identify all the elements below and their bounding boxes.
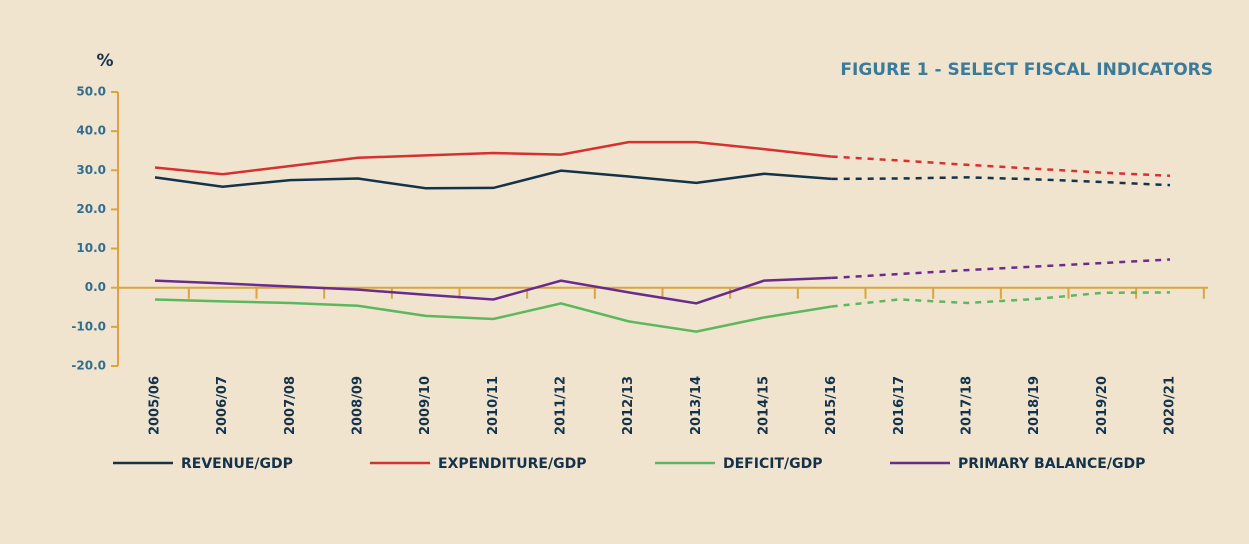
projection-line	[831, 155, 1171, 178]
x-tick-label: 2007/08	[283, 376, 298, 435]
x-tick-label: 2014/15	[757, 376, 772, 435]
x-tick-label: 2018/19	[1027, 376, 1042, 435]
x-tick-label: 2013/14	[689, 376, 704, 435]
projection-line	[831, 258, 1171, 280]
legend-label: PRIMARY BALANCE/GDP	[958, 456, 1145, 472]
y-axis-label: %	[96, 51, 113, 71]
x-tick-label: 2010/11	[486, 376, 501, 435]
series-line	[154, 140, 832, 176]
y-tick-label: -10.0	[71, 319, 106, 333]
projection-line	[831, 291, 1171, 308]
legend-label: EXPENDITURE/GDP	[438, 456, 586, 472]
series-line	[154, 276, 832, 305]
x-tick-label: 2006/07	[215, 376, 230, 435]
x-tick-label: 2017/18	[960, 376, 975, 435]
y-tick-label: 40.0	[76, 124, 106, 138]
series-line	[154, 298, 832, 333]
series-line	[154, 169, 832, 190]
x-tick-label: 2016/17	[892, 376, 907, 435]
x-tick-label: 2015/16	[824, 376, 839, 435]
x-tick-label: 2005/06	[148, 376, 163, 435]
x-tick-label: 2012/13	[621, 376, 636, 435]
x-tick-label: 2019/20	[1095, 376, 1110, 435]
x-tick-label: 2011/12	[554, 376, 569, 435]
y-tick-label: 20.0	[76, 202, 106, 216]
y-tick-label: 0.0	[85, 280, 106, 294]
legend-label: DEFICIT/GDP	[723, 456, 822, 472]
x-tick-label: 2020/21	[1163, 376, 1178, 435]
projection-line	[831, 176, 1171, 187]
y-tick-label: 30.0	[76, 163, 106, 177]
x-tick-label: 2009/10	[418, 376, 433, 435]
y-tick-label: 10.0	[76, 241, 106, 255]
legend-label: REVENUE/GDP	[181, 456, 293, 472]
y-tick-label: -20.0	[71, 359, 106, 373]
chart-title: FIGURE 1 - SELECT FISCAL INDICATORS	[840, 60, 1213, 80]
y-tick-label: 50.0	[76, 85, 106, 99]
x-tick-label: 2008/09	[351, 376, 366, 435]
